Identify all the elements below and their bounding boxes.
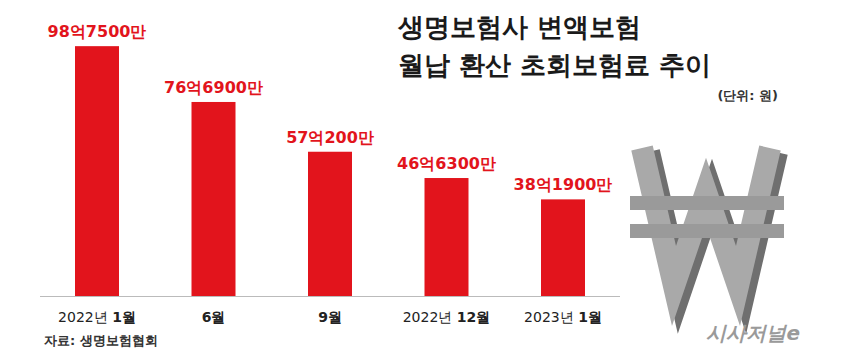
won-icon-w [642, 148, 770, 286]
source-note: 자료: 생명보험협회 [44, 333, 158, 348]
category-label: 6월 [202, 309, 226, 325]
data-label: 98억7500만 [48, 22, 147, 41]
won-icon-bar [630, 224, 784, 238]
category-month: 12월 [457, 309, 490, 325]
category-month: 1월 [578, 309, 602, 325]
bar [425, 178, 469, 296]
baseline [40, 296, 620, 297]
category-year: 2022년 [403, 309, 457, 325]
unit-note: (단위: 원) [717, 88, 778, 103]
bar [75, 46, 119, 296]
category-label: 2022년 12월 [403, 309, 491, 325]
bars [75, 46, 585, 296]
category-label: 2023년 1월 [524, 309, 602, 325]
category-label: 2022년 1월 [58, 309, 136, 325]
category-year: 2023년 [524, 309, 578, 325]
bar [541, 199, 585, 296]
category-month: 1월 [112, 309, 136, 325]
category-year: 2022년 [58, 309, 112, 325]
data-label: 46억6300만 [397, 154, 496, 173]
chart-root: 98억7500만 76억6900만 57억200만 46억6300만 38억1900만 2… [0, 0, 860, 354]
bar [308, 152, 352, 296]
title-line: 월납 환산 초회보험료 추이 [398, 50, 711, 80]
won-icon-bar [630, 196, 784, 210]
data-label: 38억1900만 [514, 175, 613, 194]
bar [192, 102, 236, 296]
data-label: 76억6900만 [164, 78, 263, 97]
title-line: 생명보험사 변액보험 [397, 12, 641, 42]
data-label: 57억200만 [286, 128, 374, 147]
chart-svg: 98억7500만 76억6900만 57억200만 46억6300만 38억1900만 2… [0, 0, 860, 354]
category-label: 9월 [318, 309, 342, 325]
won-icon [630, 148, 784, 290]
watermark: 시사저널e [706, 321, 800, 345]
